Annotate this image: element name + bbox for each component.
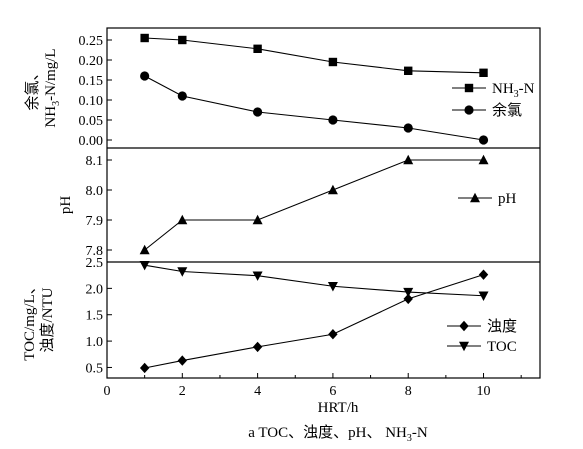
legend-label-part: -N <box>519 81 535 97</box>
data-point <box>252 214 263 225</box>
data-point <box>177 214 188 225</box>
legend-marker <box>459 341 469 352</box>
x-tick-label: 2 <box>179 384 186 399</box>
caption-tail: -N <box>412 425 428 441</box>
series-line <box>144 159 484 251</box>
y-tick-label: 0.5 <box>86 361 104 376</box>
data-point <box>328 57 338 67</box>
y-axis-title: NH3-N/mg/L <box>43 48 62 127</box>
series-square <box>140 33 488 77</box>
data-point <box>178 35 187 45</box>
y-axis-title: 余氯、 <box>23 65 41 110</box>
legend-marker <box>464 105 474 115</box>
data-point <box>139 362 150 374</box>
legend-label: TOC <box>487 339 517 355</box>
data-point <box>478 154 489 165</box>
data-point <box>139 260 150 271</box>
y-tick-label: 0.15 <box>79 74 104 89</box>
y-axis-title-sub: 3 <box>51 101 62 106</box>
y-tick-label: 0.20 <box>79 54 104 69</box>
y-tick-label: 8.1 <box>86 154 104 169</box>
data-point <box>177 355 188 366</box>
data-point <box>478 269 489 280</box>
x-tick-label: 4 <box>254 384 261 399</box>
caption-sub: 3 <box>407 433 412 444</box>
y-tick-label: 7.9 <box>86 214 104 229</box>
x-tick-label: 8 <box>405 384 412 399</box>
y-tick-label: 1.0 <box>86 335 104 350</box>
data-point <box>252 271 263 281</box>
series-line <box>144 264 484 297</box>
legend-label-part: NH <box>492 81 514 97</box>
x-tick-label: 10 <box>477 384 491 399</box>
y-tick-label: 0.00 <box>79 134 104 149</box>
panel-2: 7.8 7.9 8.0 8.1 pH pH <box>58 154 517 259</box>
data-point <box>140 71 150 81</box>
legend-marker <box>464 83 474 93</box>
panel-3: 0.5 1.0 1.5 2.0 2.5 TOC/mg/L、 浊度/NTU 浊度 TOC <box>22 256 517 376</box>
y-axis-title-part: -N/mg/L <box>43 48 59 101</box>
legend-label-sub: 3 <box>514 89 519 100</box>
series-diamond <box>139 269 489 374</box>
data-point <box>327 282 338 292</box>
data-point <box>328 329 338 340</box>
data-point <box>403 154 414 165</box>
legend-label: NH3-N <box>492 81 535 100</box>
x-tick-label: 6 <box>329 384 336 399</box>
data-point <box>403 123 413 133</box>
legend-marker <box>459 320 469 332</box>
data-point <box>253 44 262 53</box>
x-tick-label: 0 <box>104 384 111 399</box>
y-tick-label: 0.05 <box>79 114 104 129</box>
figure-caption: a TOC、浊度、pH、 NH3-N <box>248 424 428 444</box>
series-line <box>144 75 484 141</box>
data-point <box>177 267 188 277</box>
plot-border <box>106 27 541 379</box>
y-axis-title: pH <box>58 196 74 215</box>
data-point <box>252 341 263 353</box>
y-tick-label: 2.5 <box>86 256 104 271</box>
series-line <box>144 37 484 74</box>
y-tick-label: 2.0 <box>86 282 104 297</box>
data-point <box>479 68 488 77</box>
data-point <box>177 91 187 101</box>
data-point <box>140 33 149 43</box>
x-axis-title: HRT/h <box>318 400 359 416</box>
legend-label: pH <box>498 191 517 207</box>
series-triangle-down <box>139 260 489 301</box>
data-point <box>253 107 263 117</box>
data-point <box>327 184 338 195</box>
data-point <box>403 287 414 298</box>
y-axis-title-part: NH <box>43 106 59 128</box>
data-point <box>403 293 413 305</box>
legend-marker <box>470 192 480 203</box>
x-axis: 0 2 4 6 8 10 <box>104 373 522 399</box>
y-axis-title: TOC/mg/L、 <box>22 279 38 360</box>
legend-label: 浊度 <box>487 318 517 335</box>
series-line <box>144 274 484 369</box>
data-point <box>478 135 489 145</box>
caption-main: a TOC、浊度、pH、 NH <box>248 424 407 441</box>
y-tick-label: 8.0 <box>86 184 104 199</box>
legend-label: 余氯 <box>492 101 522 119</box>
data-point <box>404 66 413 75</box>
y-tick-label: 1.5 <box>86 309 104 324</box>
y-tick-label: 0.25 <box>79 34 104 49</box>
data-point <box>139 244 150 255</box>
y-tick-label: 0.10 <box>79 94 104 109</box>
series-circle <box>140 71 489 145</box>
series-triangle-up <box>139 154 489 255</box>
y-axis-title: 浊度/NTU <box>39 287 56 352</box>
y-tick-label: 7.8 <box>86 244 104 259</box>
data-point <box>328 115 338 125</box>
data-point <box>478 291 489 301</box>
plot-frame <box>106 27 541 379</box>
